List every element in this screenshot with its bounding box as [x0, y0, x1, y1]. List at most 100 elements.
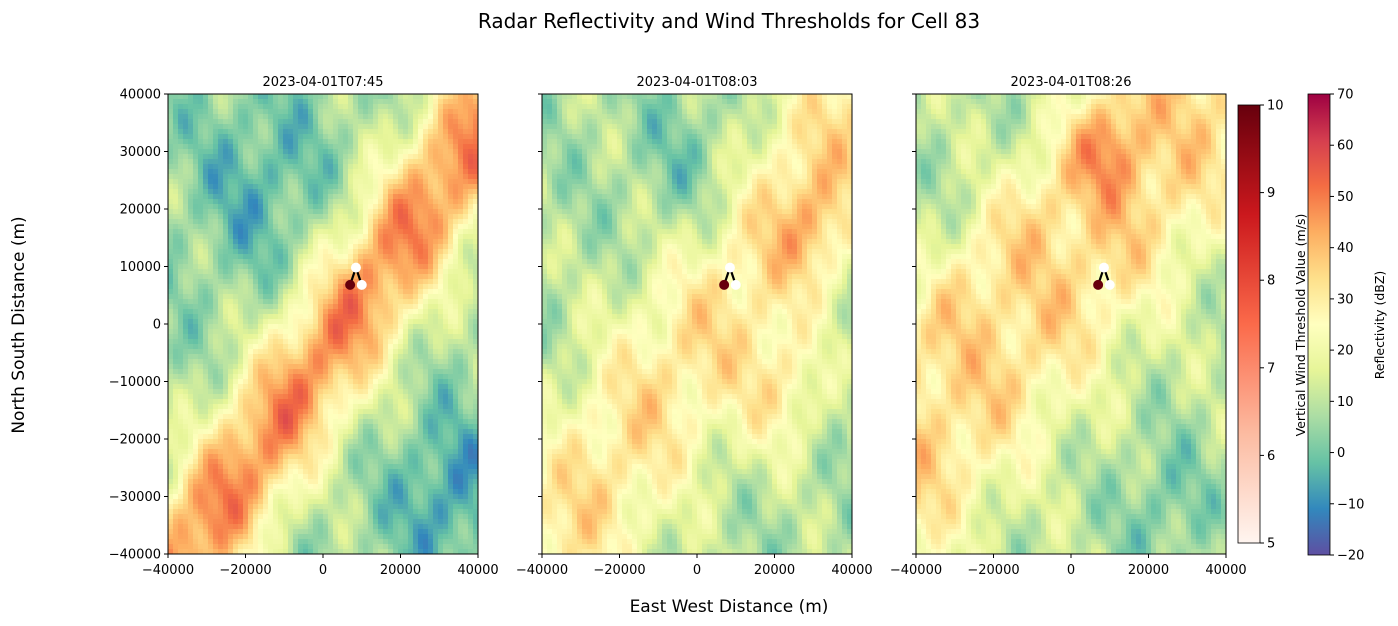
reflectivity-cell: [173, 299, 179, 305]
reflectivity-cell: [268, 304, 274, 310]
reflectivity-cell: [463, 389, 469, 395]
reflectivity-cell: [218, 439, 224, 445]
reflectivity-cell: [403, 379, 409, 385]
reflectivity-cell: [463, 289, 469, 295]
reflectivity-cell: [448, 99, 454, 105]
reflectivity-cell: [303, 364, 309, 370]
reflectivity-cell: [313, 484, 319, 490]
reflectivity-cell: [438, 229, 444, 235]
reflectivity-cell: [253, 129, 259, 135]
reflectivity-cell: [193, 409, 199, 415]
reflectivity-cell: [413, 184, 419, 190]
reflectivity-cell: [283, 169, 289, 175]
reflectivity-cell: [388, 384, 394, 390]
reflectivity-cell: [358, 214, 364, 220]
reflectivity-cell: [213, 314, 219, 320]
reflectivity-cell: [188, 494, 194, 500]
reflectivity-cell: [468, 259, 474, 265]
reflectivity-cell: [438, 119, 444, 125]
reflectivity-cell: [268, 274, 274, 280]
reflectivity-cell: [418, 224, 424, 230]
reflectivity-cell: [313, 259, 319, 265]
reflectivity-cell: [268, 254, 274, 260]
reflectivity-cell: [273, 124, 279, 130]
reflectivity-cell: [273, 239, 279, 245]
reflectivity-cell: [258, 194, 264, 200]
reflectivity-cell: [198, 299, 204, 305]
reflectivity-cell: [293, 339, 299, 345]
reflectivity-cell: [283, 479, 289, 485]
reflectivity-cell: [293, 309, 299, 315]
reflectivity-cell: [448, 249, 454, 255]
reflectivity-cell: [208, 144, 214, 150]
reflectivity-cell: [183, 114, 189, 120]
reflectivity-cell: [198, 264, 204, 270]
reflectivity-cell: [253, 274, 259, 280]
reflectivity-cell: [168, 179, 174, 185]
reflectivity-cell: [203, 359, 209, 365]
reflectivity-cell: [298, 244, 304, 250]
reflectivity-cell: [243, 224, 249, 230]
reflectivity-cell: [213, 324, 219, 330]
reflectivity-cell: [448, 329, 454, 335]
reflectivity-cell: [313, 404, 319, 410]
reflectivity-cell: [433, 414, 439, 420]
reflectivity-cell: [243, 339, 249, 345]
reflectivity-cell: [168, 239, 174, 245]
reflectivity-cell: [298, 279, 304, 285]
reflectivity-cell: [473, 419, 479, 425]
reflectivity-cell: [413, 194, 419, 200]
reflectivity-cell: [338, 274, 344, 280]
reflectivity-cell: [453, 269, 459, 275]
reflectivity-cell: [403, 239, 409, 245]
reflectivity-cell: [338, 254, 344, 260]
reflectivity-cell: [438, 179, 444, 185]
reflectivity-cell: [363, 199, 369, 205]
reflectivity-cell: [213, 164, 219, 170]
reflectivity-cell: [323, 479, 329, 485]
reflectivity-cell: [183, 359, 189, 365]
reflectivity-cell: [258, 384, 264, 390]
reflectivity-cell: [358, 124, 364, 130]
reflectivity-cell: [278, 314, 284, 320]
reflectivity-cell: [393, 189, 399, 195]
reflectivity-cell: [433, 164, 439, 170]
reflectivity-cell: [358, 269, 364, 275]
reflectivity-cell: [368, 159, 374, 165]
reflectivity-cell: [183, 154, 189, 160]
reflectivity-cell: [403, 309, 409, 315]
reflectivity-cell: [448, 164, 454, 170]
reflectivity-cell: [263, 384, 269, 390]
reflectivity-cell: [313, 159, 319, 165]
reflectivity-cell: [468, 394, 474, 400]
reflectivity-cell: [463, 344, 469, 350]
reflectivity-cell: [343, 184, 349, 190]
reflectivity-cell: [228, 194, 234, 200]
reflectivity-cell: [388, 479, 394, 485]
reflectivity-cell: [373, 234, 379, 240]
reflectivity-cell: [233, 349, 239, 355]
reflectivity-cell: [283, 489, 289, 495]
reflectivity-cell: [388, 289, 394, 295]
reflectivity-cell: [223, 329, 229, 335]
reflectivity-cell: [303, 229, 309, 235]
reflectivity-cell: [213, 244, 219, 250]
reflectivity-cell: [388, 329, 394, 335]
reflectivity-cell: [258, 364, 264, 370]
reflectivity-cell: [168, 109, 174, 115]
reflectivity-cell: [243, 204, 249, 210]
reflectivity-cell: [433, 254, 439, 260]
reflectivity-cell: [403, 229, 409, 235]
reflectivity-cell: [343, 204, 349, 210]
reflectivity-cell: [228, 364, 234, 370]
reflectivity-cell: [273, 279, 279, 285]
reflectivity-cell: [373, 309, 379, 315]
reflectivity-cell: [198, 494, 204, 500]
reflectivity-cell: [198, 304, 204, 310]
reflectivity-cell: [348, 449, 354, 455]
reflectivity-cell: [373, 229, 379, 235]
reflectivity-cell: [398, 274, 404, 280]
reflectivity-cell: [418, 249, 424, 255]
reflectivity-cell: [213, 224, 219, 230]
reflectivity-cell: [343, 399, 349, 405]
